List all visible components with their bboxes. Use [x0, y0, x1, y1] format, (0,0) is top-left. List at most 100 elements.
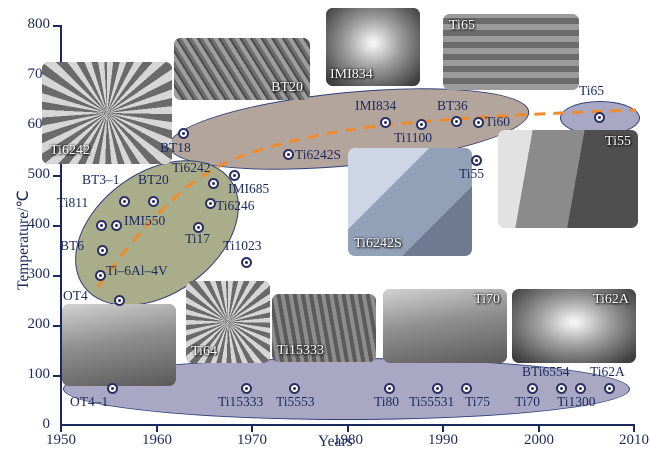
y-tick-label-500: 500	[27, 166, 51, 182]
thumbnail-imi834: IMI834	[326, 8, 420, 86]
data-point-ti811[interactable]	[96, 220, 107, 231]
data-label-ti55: Ti55	[459, 166, 485, 181]
x-tick-label-1960: 1960	[142, 432, 172, 448]
data-point-ti60[interactable]	[473, 117, 484, 128]
data-label-ti75: Ti75	[465, 394, 491, 409]
y-tick-label-300: 300	[27, 266, 51, 282]
data-point-bt20[interactable]	[148, 196, 159, 207]
photo-honeycomb-structure	[443, 14, 579, 90]
thumbnail-bt20: BT20	[174, 38, 310, 100]
data-point-ti6246[interactable]	[205, 198, 216, 209]
thumbnail-label: Ti70	[474, 292, 500, 307]
y-tick-label-100: 100	[27, 366, 51, 382]
x-tick-2010	[633, 424, 635, 432]
y-tick-100	[53, 375, 61, 377]
data-point-bt36[interactable]	[451, 116, 462, 127]
x-tick-label-2010: 2010	[619, 432, 649, 448]
photo-shaft-bar	[272, 294, 376, 362]
thumbnail-ot4-1: OT4–1	[62, 304, 176, 386]
thumbnail-label: BT20	[271, 80, 303, 95]
data-point-ti55531[interactable]	[432, 383, 443, 394]
thumbnail-ti6242: Ti6242	[42, 62, 172, 164]
data-point-bt6[interactable]	[97, 245, 108, 256]
y-tick-label-400: 400	[27, 216, 51, 232]
data-label-ti6242: Ti6242	[172, 160, 211, 175]
data-point-imi685[interactable]	[229, 170, 240, 181]
photo-pressure-hull	[383, 289, 507, 363]
y-tick-400	[53, 225, 61, 227]
photo-blade-root	[498, 130, 638, 228]
data-point-ti75[interactable]	[461, 383, 472, 394]
thumbnail-ti70: Ti70	[383, 289, 507, 363]
data-point-ti17[interactable]	[193, 222, 204, 233]
y-tick-label-800: 800	[27, 16, 51, 32]
data-point-imi550[interactable]	[111, 220, 122, 231]
thumbnail-ti65: Ti65	[443, 14, 579, 90]
data-point-ti1300[interactable]	[575, 383, 586, 394]
y-tick-300	[53, 275, 61, 277]
data-label-imi685: IMI685	[228, 181, 270, 196]
photo-compressor-wheel	[186, 281, 270, 363]
data-point-imi834[interactable]	[380, 117, 391, 128]
data-point-ti65[interactable]	[594, 112, 605, 123]
y-tick-label-200: 200	[27, 316, 51, 332]
x-tick-label-1970: 1970	[237, 432, 267, 448]
thumbnail-label: Ti64	[191, 344, 217, 359]
y-tick-500	[53, 175, 61, 177]
data-label-ti6246: Ti6246	[216, 198, 255, 213]
data-label-imi550: IMI550	[124, 213, 166, 228]
data-point-bt18[interactable]	[178, 128, 189, 139]
data-label-bt6: BT6	[60, 238, 85, 253]
y-tick-label-0: 0	[42, 416, 51, 432]
data-point-ti70[interactable]	[527, 383, 538, 394]
data-label-ti811: Ti811	[57, 195, 89, 210]
data-point-ti-6al-4v[interactable]	[95, 270, 106, 281]
x-tick-1970	[251, 424, 253, 432]
data-point-ti1100[interactable]	[416, 119, 427, 130]
data-point-bti6554[interactable]	[556, 383, 567, 394]
thumbnail-ti55: Ti55	[498, 130, 638, 228]
y-axis-label: Temperature/℃	[15, 190, 32, 290]
x-tick-1960	[156, 424, 158, 432]
x-tick-label-1980: 1980	[333, 432, 363, 448]
data-label-ti62a: Ti62A	[590, 364, 625, 379]
data-label-ti6242s: Ti6242S	[295, 147, 342, 162]
data-point-ti1023[interactable]	[241, 257, 252, 268]
photo-engine-casing	[348, 148, 472, 256]
x-axis-label: Years	[318, 433, 353, 450]
photo-bladed-disk	[326, 8, 420, 86]
photo-aircraft-diagram	[62, 304, 176, 386]
thumbnail-label: Ti6242	[50, 143, 90, 158]
data-point-ti5553[interactable]	[289, 383, 300, 394]
thumbnail-label: Ti6242S	[354, 236, 402, 251]
data-label-bt18: BT18	[160, 140, 191, 155]
data-point-ot4-1[interactable]	[107, 383, 118, 394]
photo-submersible-vessel	[512, 289, 636, 363]
data-label-imi834: IMI834	[355, 98, 397, 113]
photo-turbine-impeller	[42, 62, 172, 164]
y-tick-200	[53, 325, 61, 327]
thumbnail-label: IMI834	[330, 67, 373, 82]
x-tick-label-2000: 2000	[524, 432, 554, 448]
thumbnail-label: Ti15333	[277, 343, 324, 358]
data-point-bt3-1[interactable]	[119, 196, 130, 207]
data-point-ti15333[interactable]	[241, 383, 252, 394]
thumbnail-ti15333: Ti15333	[272, 294, 376, 362]
data-point-ti62a[interactable]	[604, 383, 615, 394]
data-point-ti55[interactable]	[471, 155, 482, 166]
data-label-ti1100: Ti1100	[394, 130, 433, 145]
thumbnail-label: Ti62A	[592, 292, 629, 307]
x-tick-2000	[538, 424, 540, 432]
thumbnail-ti6242s: Ti6242S	[348, 148, 472, 256]
data-label-bt36: BT36	[437, 98, 468, 113]
data-label-ti1023: Ti1023	[223, 238, 262, 253]
data-label-ti70: Ti70	[515, 394, 541, 409]
data-point-ot4[interactable]	[114, 295, 125, 306]
thumbnail-label: Ti55	[605, 134, 631, 149]
x-tick-1980	[347, 424, 349, 432]
data-point-ti80[interactable]	[384, 383, 395, 394]
data-point-ti6242s[interactable]	[283, 149, 294, 160]
photo-forged-beam	[174, 38, 310, 100]
data-point-ti6242[interactable]	[208, 178, 219, 189]
x-tick-1950	[60, 424, 62, 432]
